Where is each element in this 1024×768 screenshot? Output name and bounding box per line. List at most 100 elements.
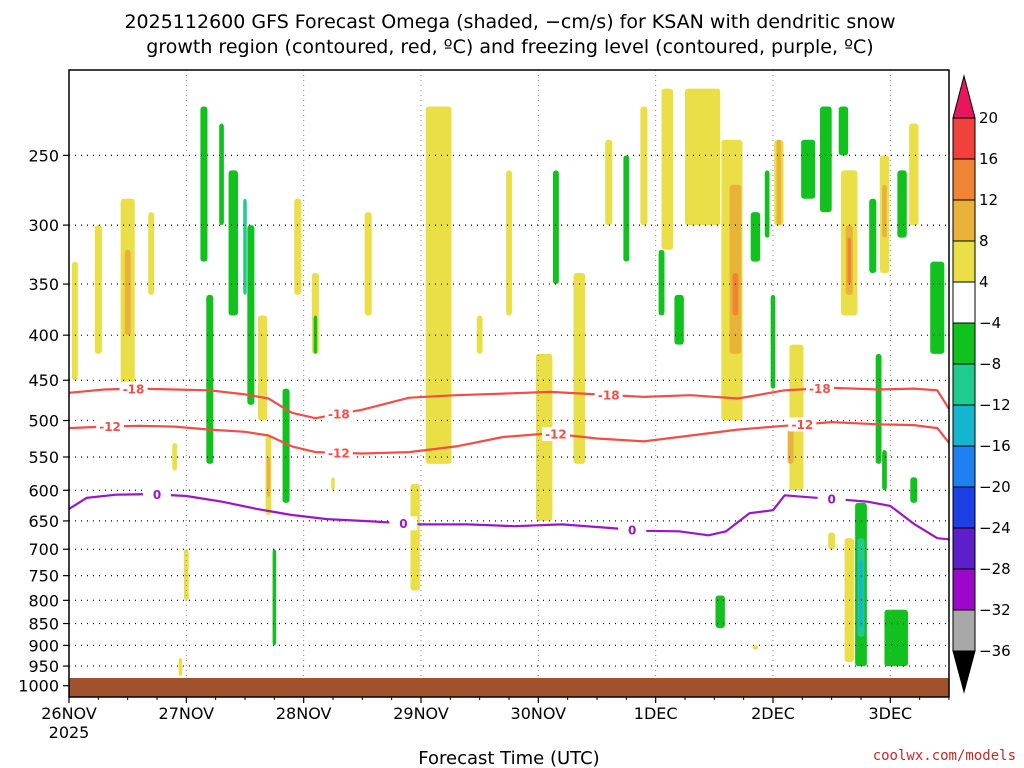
- x-tick-label: 3DEC: [868, 704, 912, 723]
- y-tick-label: 1000: [18, 677, 59, 696]
- omega-cell: [553, 170, 559, 285]
- omega-cell: [605, 139, 613, 226]
- colorbar-bottom-arrow: [952, 650, 976, 694]
- omega-cell: [674, 294, 684, 345]
- omega-cell: [801, 139, 816, 199]
- omega-cell: [750, 212, 761, 262]
- x-tick-label: 30NOV: [511, 704, 567, 723]
- colorbar-label: −32: [979, 601, 1011, 619]
- omega-cell: [71, 261, 78, 381]
- y-tick-label: 350: [28, 275, 59, 294]
- x-axis-title: Forecast Time (UTC): [418, 748, 599, 768]
- omega-cell: [640, 106, 648, 226]
- colorbar: 20 16 12 8 4 −4 −8 −12 −16 −20 −24 −28 −32 −36: [952, 74, 1011, 694]
- colorbar-segment: [952, 404, 976, 447]
- contour-label-bg: [788, 417, 817, 432]
- colorbar-segment: [952, 322, 976, 365]
- omega-cell: [124, 249, 131, 336]
- contour-label-bg: [389, 516, 418, 531]
- omega-cell: [869, 198, 877, 273]
- contour-label: -18: [328, 407, 350, 421]
- omega-cell: [909, 123, 919, 226]
- terrain-ground: [69, 678, 949, 697]
- omega-cell: [364, 212, 372, 316]
- omega-cell: [847, 237, 852, 285]
- omega-cell: [729, 184, 742, 354]
- contour-label-bg: [119, 381, 148, 396]
- y-tick-label: 750: [28, 567, 59, 586]
- contour-label: -12: [328, 446, 350, 460]
- contour-label: -12: [545, 427, 567, 441]
- colorbar-label: 8: [979, 232, 989, 250]
- credit-text: coolwx.com/models: [873, 748, 1016, 764]
- colorbar-label: 12: [979, 191, 998, 209]
- colorbar-label: −12: [979, 396, 1011, 414]
- colorbar-label: −16: [979, 437, 1011, 455]
- omega-cell: [247, 225, 255, 405]
- x-tick-label: 2DEC: [751, 704, 795, 723]
- omega-cell: [476, 315, 483, 354]
- omega-cell: [257, 315, 268, 421]
- omega-cell: [183, 549, 189, 601]
- y-tick-label: 700: [28, 540, 59, 559]
- omega-cell: [776, 139, 782, 226]
- colorbar-segment: [952, 363, 976, 406]
- omega-cell: [859, 560, 863, 628]
- omega-cell: [882, 184, 887, 238]
- colorbar-label: −4: [979, 314, 1001, 332]
- contour-minus12: [68, 421, 950, 455]
- omega-shading-layer: [71, 88, 945, 677]
- contour-label: -18: [598, 389, 620, 403]
- colorbar-segment: [952, 445, 976, 488]
- omega-cell: [272, 549, 277, 646]
- omega-cell: [884, 609, 908, 667]
- x-tick-label: 26NOV: [41, 704, 97, 723]
- y-tick-label: 850: [28, 615, 59, 634]
- omega-cell: [243, 198, 247, 295]
- omega-cell: [410, 483, 420, 591]
- y-axis: 250 300 350 400 450 500 550 600 650 700 750 800 850 9…: [18, 146, 69, 696]
- omega-cell: [623, 155, 630, 262]
- y-tick-label: 300: [28, 216, 59, 235]
- omega-cell: [658, 249, 665, 316]
- contour-label: -12: [791, 418, 813, 432]
- contour-label-bg: [143, 487, 171, 502]
- y-tick-label: 450: [28, 371, 59, 390]
- colorbar-label: −36: [979, 642, 1011, 660]
- y-tick-label: 550: [28, 448, 59, 467]
- y-tick-label: 800: [28, 591, 59, 610]
- omega-cell: [200, 106, 208, 262]
- omega-cell: [819, 106, 832, 213]
- colorbar-segment: [952, 158, 976, 201]
- contour-label: 0: [153, 488, 161, 502]
- colorbar-label: −8: [979, 355, 1001, 373]
- contour-label-bg: [324, 445, 353, 460]
- x-tick-label: 1DEC: [634, 704, 678, 723]
- omega-cell: [770, 294, 776, 389]
- omega-cell: [661, 88, 674, 250]
- omega-cell: [828, 532, 836, 550]
- contour-label-bg: [541, 426, 570, 441]
- omega-cell: [752, 645, 759, 650]
- omega-cell: [715, 595, 725, 628]
- omega-cell: [732, 272, 739, 316]
- omega-cell: [266, 456, 271, 497]
- omega-cell: [178, 657, 183, 677]
- colorbar-segment: [952, 527, 976, 570]
- contour-label-bg: [96, 419, 125, 434]
- omega-cell: [294, 198, 302, 295]
- y-tick-label: 400: [28, 326, 59, 345]
- colorbar-segment: [952, 199, 976, 242]
- omega-cell: [882, 449, 887, 491]
- y-tick-label: 900: [28, 636, 59, 655]
- y-tick-label: 500: [28, 412, 59, 431]
- x-axis: 26NOV 27NOV 28NOV 29NOV 30NOV 1DEC 2DEC 3DEC: [41, 697, 950, 723]
- y-tick-label: 950: [28, 657, 59, 676]
- colorbar-segment: [952, 281, 976, 324]
- chart-title-line-2: growth region (contoured, red, ºC) and f…: [146, 36, 873, 58]
- contour-label: 0: [628, 523, 636, 537]
- omega-cell: [910, 477, 918, 503]
- colorbar-segment: [952, 117, 976, 160]
- colorbar-label: 4: [979, 273, 989, 291]
